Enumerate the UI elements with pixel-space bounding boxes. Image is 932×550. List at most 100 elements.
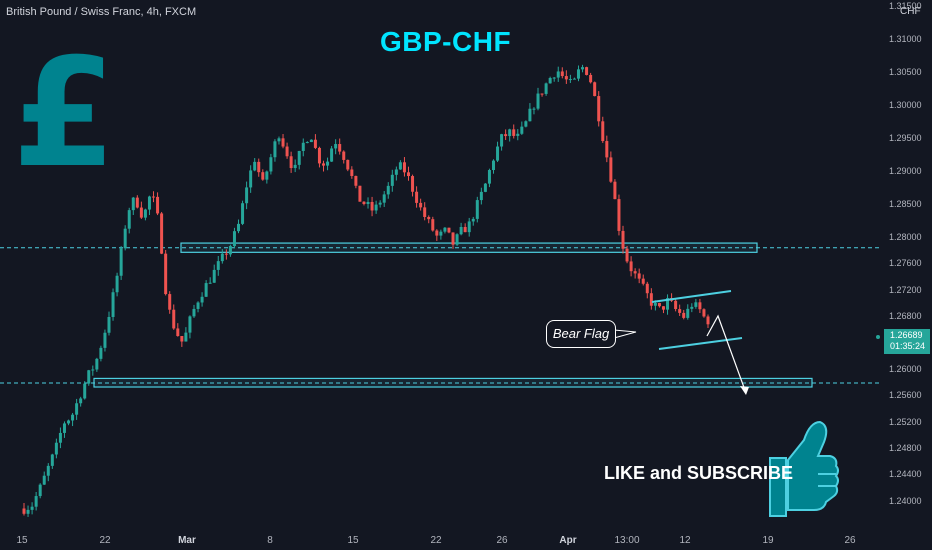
candle-body bbox=[212, 269, 216, 283]
y-tick-label: 1.24400 bbox=[889, 469, 922, 480]
candle-body bbox=[572, 78, 576, 80]
y-tick-label: 1.31000 bbox=[889, 33, 922, 44]
candle-body bbox=[172, 309, 176, 329]
candle-body bbox=[666, 298, 670, 310]
candle-body bbox=[180, 336, 184, 342]
candle-body bbox=[67, 420, 71, 424]
bar-countdown: 01:35:24 bbox=[890, 341, 926, 351]
candle-body bbox=[528, 108, 532, 122]
candle-body bbox=[160, 213, 164, 254]
projection-path bbox=[706, 314, 747, 394]
candle-body bbox=[326, 161, 330, 166]
candle-body bbox=[411, 176, 415, 192]
candle-body bbox=[423, 207, 427, 217]
candle-body bbox=[435, 230, 439, 236]
candle-body bbox=[609, 157, 613, 182]
candle-body bbox=[690, 306, 694, 309]
candle-body bbox=[75, 403, 79, 415]
price-zone bbox=[93, 377, 813, 388]
candle-body bbox=[322, 163, 326, 166]
candle-body bbox=[224, 253, 228, 255]
candle-body bbox=[483, 183, 487, 192]
candle-body bbox=[200, 296, 204, 303]
candle-body bbox=[346, 159, 350, 170]
candle-body bbox=[176, 328, 180, 337]
y-tick-label: 1.24800 bbox=[889, 443, 922, 454]
candle-body bbox=[285, 146, 289, 157]
candle-body bbox=[119, 248, 123, 276]
candle-body bbox=[394, 169, 398, 175]
candle-body bbox=[265, 171, 269, 180]
candle-body bbox=[111, 292, 115, 317]
y-tick-label: 1.29000 bbox=[889, 165, 922, 176]
candle-body bbox=[694, 302, 698, 307]
flag-layer bbox=[613, 290, 880, 395]
candle-body bbox=[661, 306, 665, 310]
y-tick-label: 1.26800 bbox=[889, 311, 922, 322]
candle-body bbox=[564, 76, 568, 80]
candle-body bbox=[589, 74, 593, 83]
candle-body bbox=[386, 185, 390, 195]
candle-body bbox=[653, 303, 657, 306]
x-tick-label: 26 bbox=[844, 535, 856, 546]
candle-body bbox=[358, 185, 362, 202]
candle-body bbox=[184, 332, 188, 342]
candle-body bbox=[532, 108, 536, 110]
pound-sign-icon: £ bbox=[12, 27, 116, 201]
candle-body bbox=[261, 172, 265, 180]
candle-body bbox=[354, 175, 358, 186]
candle-body bbox=[362, 201, 366, 205]
candle-body bbox=[475, 200, 479, 219]
candle-body bbox=[702, 309, 706, 317]
candle-body bbox=[232, 231, 236, 247]
candle-body bbox=[342, 151, 346, 160]
candle-body bbox=[334, 144, 338, 149]
x-tick-label: 22 bbox=[99, 535, 111, 546]
candle-body bbox=[237, 223, 241, 232]
candle-body bbox=[317, 147, 321, 164]
candle-body bbox=[370, 201, 374, 211]
candle-body bbox=[164, 253, 168, 295]
candle-body bbox=[156, 196, 160, 214]
x-tick-label: 8 bbox=[267, 535, 273, 546]
candle-body bbox=[83, 383, 87, 399]
like-subscribe-text: LIKE and SUBSCRIBE bbox=[604, 463, 794, 483]
candle-body bbox=[629, 261, 633, 272]
candle-body bbox=[313, 139, 317, 148]
candle-body bbox=[269, 157, 273, 172]
candle-body bbox=[139, 207, 143, 218]
candle-body bbox=[443, 227, 447, 232]
x-tick-label: 12 bbox=[679, 535, 691, 546]
candle-body bbox=[398, 162, 402, 170]
candle-body bbox=[26, 509, 30, 514]
candle-body bbox=[103, 332, 107, 348]
candle-body bbox=[289, 156, 293, 169]
candle-body bbox=[613, 181, 617, 200]
candle-body bbox=[281, 138, 285, 147]
y-tick-label: 1.25200 bbox=[889, 416, 922, 427]
flag-lower-line bbox=[658, 337, 743, 350]
candle-body bbox=[216, 261, 220, 270]
candle-body bbox=[220, 253, 224, 262]
candle-body bbox=[115, 275, 119, 293]
candle-body bbox=[253, 161, 257, 171]
thumb-cuff bbox=[769, 457, 787, 517]
candle-body bbox=[87, 370, 91, 384]
candle-body bbox=[601, 121, 605, 142]
candle-body bbox=[576, 69, 580, 79]
candle-body bbox=[245, 187, 249, 204]
candle-body bbox=[593, 82, 597, 97]
candle-body bbox=[257, 161, 261, 173]
candle-body bbox=[42, 475, 46, 485]
icons-layer: £ bbox=[12, 27, 839, 517]
candle-body bbox=[491, 160, 495, 171]
y-tick-label: 1.30500 bbox=[889, 66, 922, 77]
candle-body bbox=[50, 454, 54, 466]
candle-body bbox=[350, 169, 354, 176]
candle-body bbox=[649, 293, 653, 306]
hlines-layer bbox=[0, 247, 882, 384]
arrow-down-icon bbox=[740, 386, 749, 395]
candle-body bbox=[682, 312, 686, 318]
x-tick-label: Apr bbox=[559, 535, 577, 546]
